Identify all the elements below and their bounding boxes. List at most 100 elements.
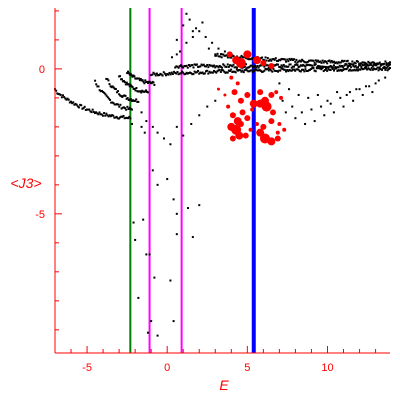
branch-5-point bbox=[229, 69, 232, 72]
branch-1-point bbox=[113, 103, 116, 106]
branch-0-point bbox=[95, 111, 98, 114]
branch-0-point bbox=[103, 112, 106, 115]
branch-6-point bbox=[347, 64, 350, 67]
branch-5-point bbox=[303, 70, 306, 73]
branch-5-point bbox=[287, 70, 290, 73]
data-point-44 bbox=[355, 88, 358, 91]
branch-6-point bbox=[178, 65, 181, 68]
branch-7-point bbox=[270, 59, 273, 62]
branch-6-point bbox=[291, 65, 294, 68]
branch-1-point bbox=[122, 106, 125, 109]
branch-3-point bbox=[119, 75, 122, 78]
branch-6-point bbox=[313, 63, 316, 66]
branch-6-point bbox=[254, 65, 257, 68]
data-point-79 bbox=[185, 12, 188, 15]
branch-7-point bbox=[218, 55, 221, 58]
branch-5-point bbox=[183, 73, 186, 76]
branch-5-point bbox=[367, 67, 370, 70]
branch-5-point bbox=[342, 69, 345, 72]
branch-0-point bbox=[104, 114, 107, 117]
branch-1-point bbox=[95, 83, 98, 86]
branch-7-point bbox=[293, 58, 296, 61]
branch-5-point bbox=[194, 71, 197, 74]
branch-7-point bbox=[304, 61, 307, 64]
branch-6-point bbox=[373, 63, 376, 66]
branch-5-point bbox=[247, 70, 250, 73]
branch-6-point bbox=[247, 66, 250, 69]
branch-6-point bbox=[175, 65, 178, 68]
branch-2-point bbox=[120, 95, 123, 98]
data-point-70 bbox=[185, 41, 188, 44]
branch-5-point bbox=[289, 69, 292, 72]
branch-5-point bbox=[274, 70, 277, 73]
branch-6-point bbox=[234, 66, 237, 69]
branch-6-point bbox=[246, 66, 249, 69]
branch-0-point bbox=[115, 115, 118, 118]
data-point-4 bbox=[175, 125, 178, 128]
branch-0-point bbox=[68, 101, 71, 104]
branch-6-point bbox=[205, 65, 208, 68]
branch-0-point bbox=[59, 93, 62, 96]
branch-7-point bbox=[298, 59, 301, 62]
branch-5-point bbox=[286, 69, 289, 72]
data-point-84 bbox=[171, 56, 174, 59]
branch-1-point bbox=[110, 101, 113, 104]
branch-7-point bbox=[214, 54, 217, 57]
branch-1-point bbox=[124, 107, 127, 110]
branch-6-point bbox=[279, 66, 282, 69]
data-point-75 bbox=[182, 24, 185, 27]
branch-5-point bbox=[330, 66, 333, 69]
branch-7-point bbox=[335, 61, 338, 64]
branch-5-point bbox=[296, 68, 299, 71]
branch-7-point bbox=[347, 62, 350, 65]
branch-6-point bbox=[315, 66, 318, 69]
branch-5-point bbox=[379, 68, 382, 71]
data-point-9 bbox=[214, 99, 217, 102]
branch-5-point bbox=[275, 70, 278, 73]
branch-6-point bbox=[298, 65, 301, 68]
data-point-71 bbox=[191, 35, 194, 38]
branch-5-point bbox=[384, 68, 387, 71]
data-point-30 bbox=[156, 334, 159, 337]
branch-6-point bbox=[176, 65, 179, 68]
branch-0-point bbox=[75, 103, 78, 106]
highlight-point-29 bbox=[277, 121, 282, 126]
data-point-87 bbox=[214, 53, 217, 56]
highlight-point-15 bbox=[257, 89, 264, 96]
branch-1-point bbox=[103, 91, 106, 94]
branch-5-point bbox=[323, 69, 326, 72]
branch-6-point bbox=[235, 66, 238, 69]
branch-5-point bbox=[288, 68, 291, 71]
branch-5-point bbox=[232, 70, 235, 73]
highlight-point-35 bbox=[254, 121, 259, 126]
branch-0-point bbox=[92, 110, 95, 113]
branch-7-point bbox=[222, 53, 225, 56]
branch-5-point bbox=[357, 69, 360, 72]
branch-1-point bbox=[117, 103, 120, 106]
branch-1-point bbox=[130, 108, 133, 111]
highlight-point-43 bbox=[267, 137, 276, 146]
data-point-54 bbox=[339, 96, 342, 99]
branch-5-point bbox=[178, 72, 181, 75]
branch-7-point bbox=[291, 58, 294, 61]
branch-1-point bbox=[107, 97, 110, 100]
branch-6-point bbox=[311, 64, 314, 67]
branch-0-point bbox=[81, 107, 84, 110]
branch-6-point bbox=[278, 65, 281, 68]
branch-7-point bbox=[274, 57, 277, 60]
branch-0-point bbox=[108, 114, 111, 117]
branch-5-point bbox=[258, 69, 261, 72]
branch-4-point bbox=[131, 75, 134, 78]
branch-5-point bbox=[215, 71, 218, 74]
branch-5-point bbox=[241, 69, 244, 72]
branch-6-point bbox=[231, 65, 234, 68]
data-point-31 bbox=[137, 296, 140, 299]
branch-6-point bbox=[293, 65, 296, 68]
x-tick-label: 10 bbox=[321, 362, 333, 374]
branch-0-point bbox=[84, 108, 87, 111]
branch-5-point bbox=[337, 69, 340, 72]
branch-7-point bbox=[289, 59, 292, 62]
branch-5-point bbox=[304, 68, 307, 71]
branch-5-point bbox=[363, 66, 366, 69]
